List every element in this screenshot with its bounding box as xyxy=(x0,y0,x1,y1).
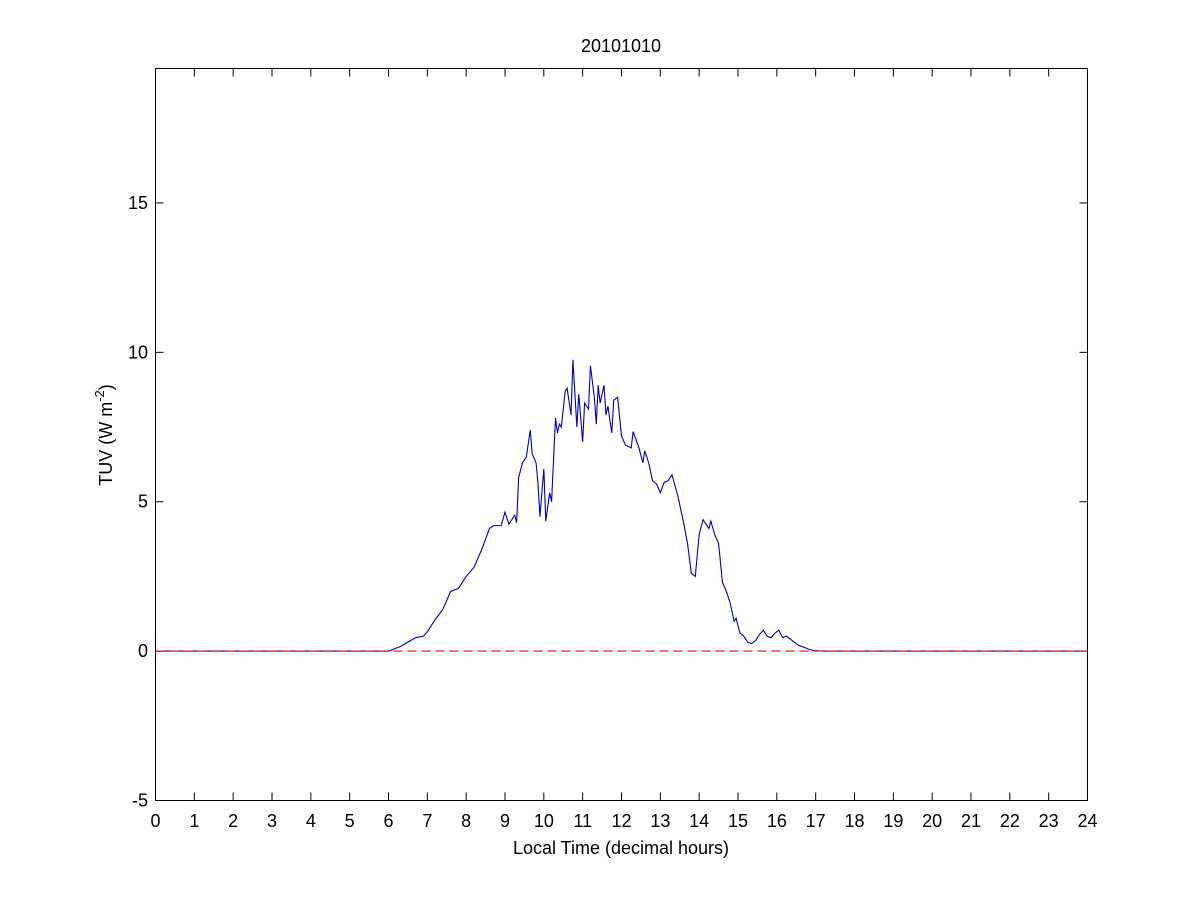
x-tick-label: 20 xyxy=(922,811,942,831)
x-axis-label: Local Time (decimal hours) xyxy=(513,838,729,858)
x-tick-label: 21 xyxy=(961,811,981,831)
y-tick-label: 15 xyxy=(128,193,148,213)
y-axis-label-superscript: -2 xyxy=(92,390,107,402)
x-tick-label: 7 xyxy=(422,811,432,831)
chart-title: 20101010 xyxy=(581,36,661,56)
x-tick-label: 14 xyxy=(689,811,709,831)
x-tick-label: 2 xyxy=(228,811,238,831)
y-axis-label-close: ) xyxy=(96,384,116,390)
tuv-series-line xyxy=(155,359,1088,652)
y-axis-label: TUV (W m-2) xyxy=(92,384,116,486)
x-tick-label: 9 xyxy=(500,811,510,831)
x-tick-label: 12 xyxy=(611,811,631,831)
x-tick-label: 18 xyxy=(844,811,864,831)
y-axis-label-main: TUV (W m xyxy=(96,402,116,486)
x-tick-label: 16 xyxy=(767,811,787,831)
x-tick-label: 8 xyxy=(461,811,471,831)
x-tick-label: 5 xyxy=(345,811,355,831)
x-tick-label: 17 xyxy=(806,811,826,831)
x-tick-label: 11 xyxy=(573,811,592,831)
x-tick-label: 0 xyxy=(150,811,160,831)
plot-frame xyxy=(155,68,1088,801)
y-tick-label: -5 xyxy=(132,791,148,811)
x-tick-label: 24 xyxy=(1077,811,1097,831)
x-tick-label: 13 xyxy=(650,811,670,831)
axis-ticks: 0 1 2 3 4 5 6 7 8 9 10 11 12 13 14 15 16 17 18 19 20 21 22 23 24… xyxy=(128,68,1098,831)
x-tick-label: 22 xyxy=(1000,811,1020,831)
x-tick-label: 6 xyxy=(383,811,393,831)
x-tick-label: 23 xyxy=(1039,811,1059,831)
y-tick-label: 0 xyxy=(138,641,148,661)
x-tick-label: 19 xyxy=(883,811,903,831)
y-tick-label: 10 xyxy=(128,342,148,362)
x-tick-label: 15 xyxy=(728,811,748,831)
x-tick-label: 1 xyxy=(189,811,199,831)
x-tick-label: 10 xyxy=(534,811,554,831)
x-tick-label: 3 xyxy=(267,811,277,831)
x-tick-label: 4 xyxy=(306,811,316,831)
plot-lines xyxy=(155,359,1088,652)
y-tick-label: 5 xyxy=(138,492,148,512)
